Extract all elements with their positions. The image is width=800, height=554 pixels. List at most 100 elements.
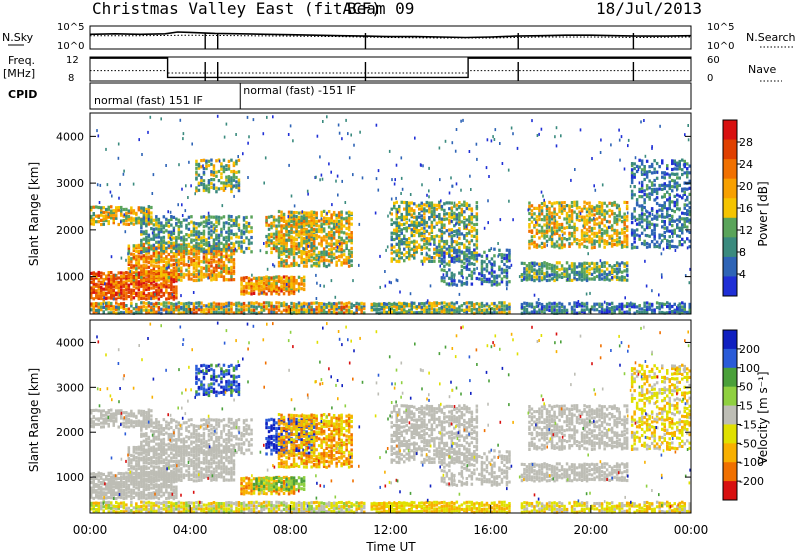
power-cell bbox=[681, 301, 684, 305]
power-cell bbox=[418, 221, 421, 225]
power-cell bbox=[320, 227, 323, 232]
power-cell bbox=[598, 215, 601, 219]
power-cell bbox=[190, 311, 193, 315]
power-speckle bbox=[334, 295, 337, 299]
power-cell bbox=[410, 307, 413, 311]
power-cell bbox=[232, 232, 236, 237]
power-cell bbox=[270, 276, 273, 280]
power-cell bbox=[583, 244, 586, 249]
power-cell bbox=[633, 245, 636, 249]
power-cell bbox=[398, 209, 401, 213]
power-cell bbox=[227, 183, 231, 188]
power-cell bbox=[275, 226, 278, 230]
power-cell bbox=[270, 287, 273, 291]
power-cell bbox=[398, 256, 401, 260]
power-cell bbox=[580, 308, 584, 312]
power-cell bbox=[363, 302, 366, 306]
power-cell bbox=[620, 231, 624, 235]
power-cell bbox=[408, 223, 411, 228]
power-cell bbox=[190, 248, 193, 252]
power-cell bbox=[312, 216, 316, 220]
power-cell bbox=[330, 227, 333, 231]
power-cell bbox=[530, 310, 534, 314]
power-cell bbox=[287, 224, 291, 228]
power-cell bbox=[428, 210, 431, 214]
power-cell bbox=[593, 208, 596, 212]
power-cell bbox=[335, 229, 338, 234]
power-cell bbox=[295, 308, 298, 312]
power-cell bbox=[443, 268, 446, 272]
power-cell bbox=[425, 246, 429, 250]
power-cell bbox=[435, 310, 439, 314]
power-cell bbox=[170, 296, 173, 300]
freq-right-tick-top: 60 bbox=[707, 55, 720, 66]
power-cell bbox=[330, 255, 333, 259]
power-cell bbox=[458, 236, 461, 240]
power-cell bbox=[455, 207, 459, 211]
power-speckle bbox=[225, 122, 228, 126]
power-cell bbox=[107, 214, 110, 218]
power-cell bbox=[275, 249, 278, 253]
power-cell bbox=[661, 219, 664, 223]
power-cell bbox=[676, 305, 679, 309]
power-cell bbox=[558, 243, 561, 247]
power-cell bbox=[140, 218, 143, 222]
power-cell bbox=[688, 310, 691, 315]
power-cell bbox=[638, 237, 641, 241]
power-cell bbox=[543, 307, 546, 311]
power-cell bbox=[413, 253, 416, 257]
power-speckle bbox=[307, 244, 309, 248]
power-cell bbox=[147, 208, 151, 212]
power-speckle bbox=[687, 138, 690, 142]
power-cell bbox=[460, 210, 464, 214]
power-cell bbox=[322, 235, 326, 239]
power-cell bbox=[347, 239, 351, 243]
power-cell bbox=[460, 207, 464, 211]
power-cell bbox=[490, 302, 494, 306]
power-cell bbox=[220, 216, 223, 220]
power-cell bbox=[570, 305, 574, 309]
power-cell bbox=[267, 301, 271, 305]
power-speckle bbox=[645, 284, 648, 288]
power-cell bbox=[275, 301, 278, 305]
power-cell bbox=[555, 311, 559, 315]
power-cell bbox=[543, 215, 546, 219]
power-cell bbox=[493, 247, 496, 251]
power-cell bbox=[192, 227, 196, 231]
power-cell bbox=[390, 251, 393, 255]
power-cell bbox=[475, 207, 479, 211]
power-cell bbox=[598, 273, 601, 277]
power-cell bbox=[290, 252, 293, 256]
power-cell bbox=[205, 219, 208, 223]
power-cell bbox=[565, 308, 569, 312]
power-cell bbox=[272, 241, 276, 245]
power-speckle bbox=[387, 214, 389, 218]
power-cell bbox=[430, 201, 434, 205]
power-cell bbox=[661, 175, 664, 179]
power-cell bbox=[260, 288, 263, 292]
power-cell bbox=[580, 304, 584, 308]
power-cell bbox=[187, 255, 191, 259]
power-cell bbox=[252, 305, 256, 309]
power-cell bbox=[470, 301, 474, 305]
power-cell bbox=[332, 213, 336, 217]
power-cell bbox=[455, 310, 459, 314]
power-cell bbox=[538, 217, 541, 222]
power-cell bbox=[543, 218, 546, 222]
power-cell bbox=[182, 251, 186, 255]
power-cell bbox=[285, 233, 288, 237]
power-cell bbox=[207, 187, 211, 191]
power-cell bbox=[550, 308, 554, 312]
power-cell bbox=[540, 212, 544, 216]
power-cell bbox=[127, 255, 131, 259]
date-label: 18/Jul/2013 bbox=[596, 0, 702, 18]
power-cell bbox=[317, 304, 321, 308]
power-cell bbox=[608, 272, 611, 276]
power-cell bbox=[152, 275, 156, 280]
power-cell bbox=[237, 178, 241, 182]
power-cell bbox=[102, 293, 105, 297]
power-cell bbox=[453, 251, 456, 255]
power-cell bbox=[122, 284, 126, 288]
power-cell bbox=[390, 302, 393, 306]
power-cell bbox=[688, 171, 691, 175]
